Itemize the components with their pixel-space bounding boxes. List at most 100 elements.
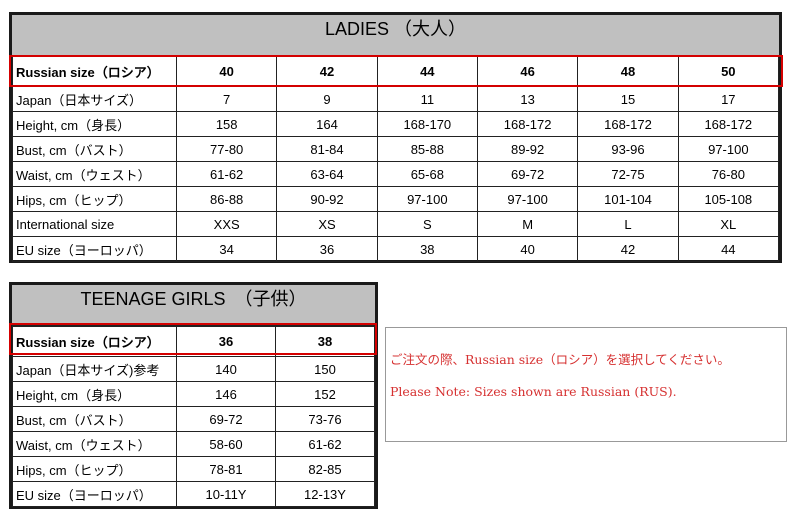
table-row: Height, cm（身長） 158 164 168-170 168-172 168-17…	[12, 111, 780, 137]
row-label: International size	[12, 211, 177, 237]
size-cell: 61-62	[275, 431, 375, 457]
row-label: Height, cm（身長）	[12, 111, 177, 137]
ladies-title: LADIES （大人）	[12, 15, 779, 56]
table-row: Bust, cm（バスト） 69-72 73-76	[12, 406, 375, 432]
table-row: Waist, cm（ウェスト） 58-60 61-62	[12, 431, 375, 457]
table-row: International size XXS XS S M L XL	[12, 211, 780, 237]
size-cell: 12-13Y	[275, 481, 375, 507]
note-japanese: ご注文の際、Russian size（ロシア）を選択してください。	[390, 352, 730, 367]
size-cell: 9	[276, 86, 378, 112]
size-cell: 101-104	[577, 186, 679, 212]
size-cell: 77-80	[175, 136, 278, 162]
row-label: Waist, cm（ウェスト）	[12, 431, 177, 457]
size-cell: 63-64	[276, 161, 378, 187]
size-cell: M	[476, 211, 579, 237]
size-cell: 61-62	[175, 161, 278, 187]
size-cell: 168-172	[677, 111, 780, 137]
size-cell: 7	[175, 86, 278, 112]
size-cell: 168-170	[376, 111, 478, 137]
size-cell: 73-76	[275, 406, 375, 432]
size-cell: 65-68	[376, 161, 478, 187]
size-cell: 158	[175, 111, 278, 137]
row-label: Bust, cm（バスト）	[12, 136, 177, 162]
size-cell: 78-81	[176, 456, 276, 482]
table-row: Waist, cm（ウェスト） 61-62 63-64 65-68 69-72 72-75…	[12, 161, 780, 187]
size-cell: 168-172	[476, 111, 579, 137]
size-cell: 36	[276, 236, 378, 262]
size-cell: 13	[476, 86, 579, 112]
table-row: Japan（日本サイズ） 7 9 11 13 15 17	[12, 86, 780, 112]
teen-table: Russian size（ロシア） 36 38 Japan（日本サイズ)参考 140 15…	[12, 326, 375, 507]
size-cell: S	[376, 211, 478, 237]
size-cell: 58-60	[176, 431, 276, 457]
size-cell: 97-100	[677, 136, 780, 162]
row-label: Waist, cm（ウェスト）	[12, 161, 177, 187]
size-cell: 40	[476, 236, 579, 262]
table-row: Height, cm（身長） 146 152	[12, 381, 375, 407]
size-cell: 38	[275, 326, 375, 357]
size-cell: 42	[577, 236, 679, 262]
row-label: EU size（ヨーロッパ）	[12, 236, 177, 262]
size-cell: 11	[376, 86, 478, 112]
size-cell: 46	[476, 56, 579, 87]
row-label: Hips, cm（ヒップ）	[12, 186, 177, 212]
size-cell: XL	[677, 211, 780, 237]
size-cell: 34	[175, 236, 278, 262]
size-cell: 81-84	[276, 136, 378, 162]
row-label: Japan（日本サイズ)参考	[12, 356, 177, 382]
size-cell: 72-75	[577, 161, 679, 187]
size-cell: 10-11Y	[176, 481, 276, 507]
size-cell: 38	[376, 236, 478, 262]
row-label: Hips, cm（ヒップ）	[12, 456, 177, 482]
size-cell: 69-72	[176, 406, 276, 432]
size-cell: 152	[275, 381, 375, 407]
size-cell: 36	[176, 326, 276, 357]
size-cell: 69-72	[476, 161, 579, 187]
row-label: EU size（ヨーロッパ）	[12, 481, 177, 507]
size-cell: XS	[276, 211, 378, 237]
note-english: Please Note: Sizes shown are Russian (RU…	[390, 384, 677, 399]
row-label: Bust, cm（バスト）	[12, 406, 177, 432]
table-row: Russian size（ロシア） 36 38	[12, 326, 375, 357]
size-cell: 164	[276, 111, 378, 137]
ladies-table: Russian size（ロシア） 40 42 44 46 48 50 Japan（日本サイズ…	[12, 56, 780, 262]
size-cell: 90-92	[276, 186, 378, 212]
size-cell: 97-100	[376, 186, 478, 212]
table-row: EU size（ヨーロッパ） 10-11Y 12-13Y	[12, 481, 375, 507]
table-row: EU size（ヨーロッパ） 34 36 38 40 42 44	[12, 236, 780, 262]
size-cell: 97-100	[476, 186, 579, 212]
table-row: Russian size（ロシア） 40 42 44 46 48 50	[12, 56, 780, 87]
size-cell: 93-96	[577, 136, 679, 162]
size-cell: 40	[175, 56, 278, 87]
row-label: Russian size（ロシア）	[12, 56, 177, 87]
size-cell: 86-88	[175, 186, 278, 212]
teen-title: TEENAGE GIRLS （子供）	[12, 285, 375, 326]
size-cell: 48	[577, 56, 679, 87]
table-row: Hips, cm（ヒップ） 78-81 82-85	[12, 456, 375, 482]
table-row: Japan（日本サイズ)参考 140 150	[12, 356, 375, 382]
size-cell: 44	[677, 236, 780, 262]
row-label: Japan（日本サイズ）	[12, 86, 177, 112]
size-cell: 140	[176, 356, 276, 382]
row-label: Russian size（ロシア）	[12, 326, 177, 357]
table-row: Bust, cm（バスト） 77-80 81-84 85-88 89-92 93-96 97…	[12, 136, 780, 162]
size-cell: L	[577, 211, 679, 237]
size-cell: 168-172	[577, 111, 679, 137]
teen-size-table: TEENAGE GIRLS （子供） Russian size（ロシア） 36 38…	[9, 282, 378, 509]
row-label: Height, cm（身長）	[12, 381, 177, 407]
size-cell: 17	[677, 86, 780, 112]
size-cell: 76-80	[677, 161, 780, 187]
size-cell: 85-88	[376, 136, 478, 162]
size-cell: 44	[376, 56, 478, 87]
size-note-box: ご注文の際、Russian size（ロシア）を選択してください。 Please…	[385, 327, 787, 442]
size-cell: 89-92	[476, 136, 579, 162]
size-cell: 15	[577, 86, 679, 112]
size-cell: 146	[176, 381, 276, 407]
size-cell: 82-85	[275, 456, 375, 482]
size-cell: 50	[677, 56, 780, 87]
size-cell: XXS	[175, 211, 278, 237]
ladies-size-table: LADIES （大人） Russian size（ロシア） 40 42 44 46 48 5…	[9, 12, 782, 263]
size-cell: 42	[276, 56, 378, 87]
size-cell: 150	[275, 356, 375, 382]
size-cell: 105-108	[677, 186, 780, 212]
